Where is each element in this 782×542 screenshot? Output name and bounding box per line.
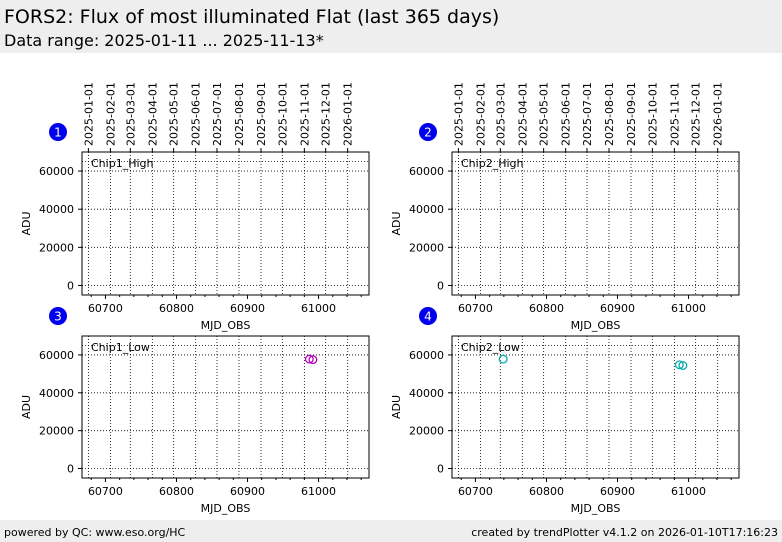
date-tick-label: 2025-12-01 bbox=[320, 82, 333, 146]
page-header: FORS2: Flux of most illuminated Flat (la… bbox=[0, 0, 782, 53]
date-tick-label: 2025-06-01 bbox=[560, 82, 573, 146]
panel-badge-number: 4 bbox=[424, 310, 432, 324]
panel-badge bbox=[49, 123, 67, 141]
date-tick-label: 2025-05-01 bbox=[168, 82, 181, 146]
y-tick-label: 60000 bbox=[39, 165, 74, 178]
date-tick-label: 2025-01-01 bbox=[82, 82, 95, 146]
footer-created-by: created by trendPlotter v4.1.2 on 2026-0… bbox=[471, 526, 778, 539]
y-tick-label: 0 bbox=[67, 279, 74, 292]
data-point bbox=[304, 354, 314, 364]
y-tick-label: 60000 bbox=[409, 165, 444, 178]
x-tick-label: 61000 bbox=[671, 302, 706, 315]
panel-label: Chip2_Low bbox=[461, 341, 520, 354]
x-axis-label: MJD_OBS bbox=[201, 319, 251, 332]
y-axis-label: ADU bbox=[20, 211, 33, 235]
data-point bbox=[498, 354, 508, 364]
date-tick-label: 2025-05-01 bbox=[538, 82, 551, 146]
y-tick-label: 20000 bbox=[409, 241, 444, 254]
date-tick-label: 2025-12-01 bbox=[690, 82, 703, 146]
chart-panel-4: 0 20000 40000 60000 60700 60800 60900 61000 MJD_… bbox=[390, 307, 740, 515]
chart-panel-3: 0 20000 40000 60000 60700 60800 60900 61000 MJD_… bbox=[20, 307, 370, 515]
chart-panel-1: 0 20000 40000 60000 60700 60800 60900 61000 MJD_… bbox=[20, 82, 370, 332]
date-tick-label: 2025-11-01 bbox=[298, 82, 311, 146]
x-tick-label: 61000 bbox=[301, 485, 336, 498]
date-tick-label: 2025-04-01 bbox=[146, 82, 159, 146]
date-tick-label: 2025-08-01 bbox=[603, 82, 616, 146]
panel-badge-number: 3 bbox=[54, 310, 62, 324]
date-tick-label: 2025-04-01 bbox=[516, 82, 529, 146]
date-tick-label: 2025-10-01 bbox=[276, 82, 289, 146]
y-tick-label: 40000 bbox=[409, 387, 444, 400]
y-tick-label: 40000 bbox=[39, 387, 74, 400]
plot-frame bbox=[451, 151, 740, 296]
x-tick-label: 60900 bbox=[230, 302, 265, 315]
date-tick-label: 2025-10-01 bbox=[646, 82, 659, 146]
date-tick-label: 2025-03-01 bbox=[494, 82, 507, 146]
date-tick-label: 2025-06-01 bbox=[190, 82, 203, 146]
panel-badge-number: 2 bbox=[424, 126, 432, 140]
y-tick-label: 60000 bbox=[39, 349, 74, 362]
date-tick-label: 2025-07-01 bbox=[211, 82, 224, 146]
y-axis-label: ADU bbox=[20, 395, 33, 419]
date-tick-label: 2026-01-01 bbox=[342, 82, 355, 146]
y-tick-label: 60000 bbox=[409, 349, 444, 362]
x-axis-label: MJD_OBS bbox=[201, 502, 251, 515]
x-tick-label: 61000 bbox=[301, 302, 336, 315]
data-point bbox=[308, 355, 318, 365]
date-tick-label: 2025-02-01 bbox=[104, 82, 117, 146]
y-tick-label: 40000 bbox=[409, 203, 444, 216]
x-axis-label: MJD_OBS bbox=[571, 502, 621, 515]
x-axis-label: MJD_OBS bbox=[571, 319, 621, 332]
panel-badge bbox=[419, 123, 437, 141]
x-tick-label: 60800 bbox=[529, 302, 564, 315]
x-tick-label: 60700 bbox=[88, 485, 123, 498]
panel-label: Chip1_High bbox=[91, 157, 153, 170]
y-tick-label: 20000 bbox=[39, 425, 74, 438]
x-tick-label: 60700 bbox=[88, 302, 123, 315]
y-axis-label: ADU bbox=[390, 395, 403, 419]
date-tick-label: 2025-09-01 bbox=[625, 82, 638, 146]
y-tick-label: 20000 bbox=[409, 425, 444, 438]
x-tick-label: 60700 bbox=[458, 302, 493, 315]
x-tick-label: 60800 bbox=[159, 302, 194, 315]
chart-panel-2: 0 20000 40000 60000 60700 60800 60900 61000 MJD_… bbox=[390, 82, 740, 332]
date-tick-label: 2025-09-01 bbox=[255, 82, 268, 146]
x-tick-label: 60800 bbox=[529, 485, 564, 498]
plot-frame bbox=[451, 335, 740, 479]
y-axis-label: ADU bbox=[390, 211, 403, 235]
y-tick-label: 0 bbox=[437, 463, 444, 476]
x-tick-label: 61000 bbox=[671, 485, 706, 498]
x-tick-label: 60900 bbox=[600, 485, 635, 498]
data-range-subtitle: Data range: 2025-01-11 ... 2025-11-13* bbox=[4, 31, 324, 50]
panel-label: Chip1_Low bbox=[91, 341, 150, 354]
panel-badge bbox=[49, 307, 67, 325]
date-tick-label: 2025-02-01 bbox=[474, 82, 487, 146]
x-tick-label: 60900 bbox=[230, 485, 265, 498]
plot-frame bbox=[81, 335, 370, 479]
x-tick-label: 60700 bbox=[458, 485, 493, 498]
y-tick-label: 0 bbox=[437, 279, 444, 292]
page-title: FORS2: Flux of most illuminated Flat (la… bbox=[4, 6, 500, 28]
panel-badge-number: 1 bbox=[54, 126, 62, 140]
y-tick-label: 20000 bbox=[39, 241, 74, 254]
date-tick-label: 2026-01-01 bbox=[712, 82, 725, 146]
data-point bbox=[674, 360, 684, 370]
panel-badge bbox=[419, 307, 437, 325]
footer-powered-by: powered by QC: www.eso.org/HC bbox=[4, 526, 186, 539]
date-tick-label: 2025-01-01 bbox=[452, 82, 465, 146]
data-point bbox=[678, 361, 688, 370]
date-tick-label: 2025-03-01 bbox=[124, 82, 137, 146]
x-tick-label: 60800 bbox=[159, 485, 194, 498]
date-tick-label: 2025-07-01 bbox=[581, 82, 594, 146]
y-tick-label: 40000 bbox=[39, 203, 74, 216]
plot-frame bbox=[81, 151, 370, 296]
date-tick-label: 2025-08-01 bbox=[233, 82, 246, 146]
date-tick-label: 2025-11-01 bbox=[668, 82, 681, 146]
panel-label: Chip2_High bbox=[461, 157, 523, 170]
y-tick-label: 0 bbox=[67, 463, 74, 476]
page-footer: powered by QC: www.eso.org/HC created by… bbox=[0, 520, 782, 542]
x-tick-label: 60900 bbox=[600, 302, 635, 315]
